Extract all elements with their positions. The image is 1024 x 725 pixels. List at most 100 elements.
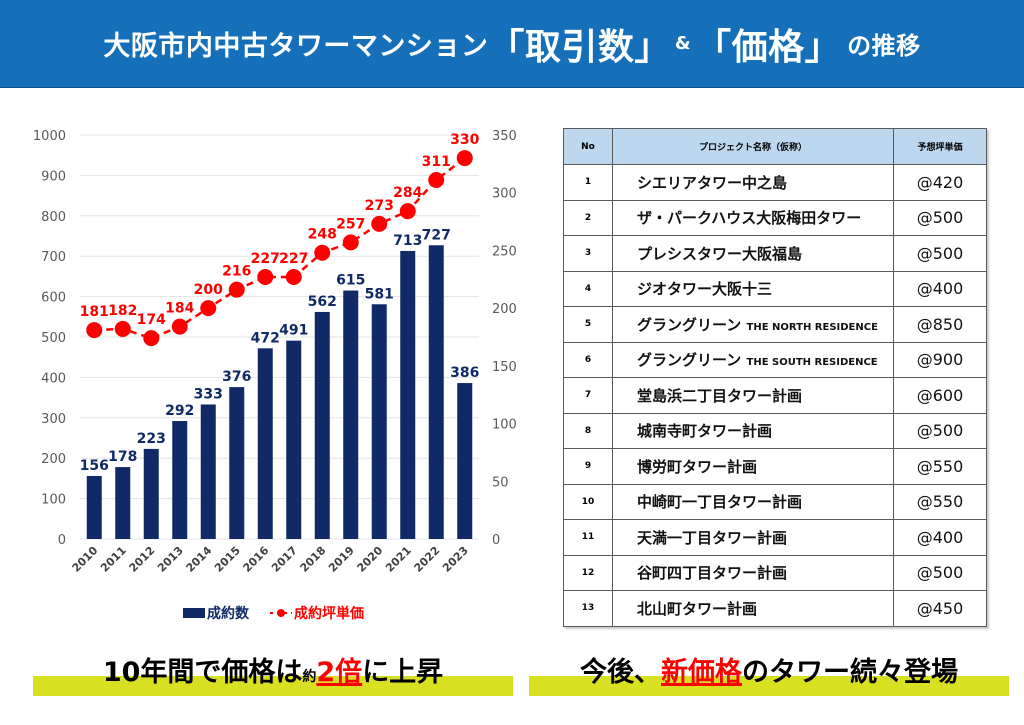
bar [286,340,302,539]
line-data-label: 273 [365,198,394,214]
bar [143,448,159,539]
row-expected-price: @900 [893,341,987,378]
line-point [171,318,188,335]
bar [86,475,102,539]
bar-data-label: 472 [251,330,280,346]
table-row: 3 プレシスタワー大阪福島 @500 [563,235,987,272]
project-name-ja: 城南寺町タワー計画 [637,422,773,441]
row-no: 3 [563,235,613,272]
project-name-ja: プレシスタワー大阪福島 [637,244,803,263]
bar-data-label: 713 [393,233,422,249]
project-name-ja: グラングリーン [637,315,742,334]
table-header-row: No プロジェクト名称（仮称） 予想坪単価 [563,128,987,165]
left-axis-tick-label: 400 [41,371,66,386]
project-name-ja: 中崎町一丁目タワー計画 [637,493,803,512]
left-axis-tick-label: 200 [41,452,66,467]
project-name-en: THE SOUTH RESIDENCE [746,357,878,369]
table-row: 13 北山町タワー計画 @450 [563,590,987,627]
bar [457,383,473,539]
x-axis-ticks: 2010201120122013201420152016201720182019… [70,544,471,575]
header-expected-price: 予想坪単価 [893,128,987,165]
row-no: 12 [563,554,613,591]
table-row: 7 堂島浜二丁目タワー計画 @600 [563,377,987,414]
caption-left-pre: 10年間で価格は [102,657,303,688]
bar-data-label: 581 [365,286,394,302]
caption-left-text: 10年間で価格は約2倍に上昇 [33,650,513,689]
project-name-ja: 天満一丁目タワー計画 [637,528,788,547]
line-point [314,244,331,261]
line-point [228,281,245,298]
left-axis-tick-label: 600 [41,291,66,306]
x-axis-tick-label: 2013 [155,544,186,575]
row-project-name: ザ・パークハウス大阪梅田タワー [612,199,894,236]
line-point [399,203,416,220]
right-axis-tick-label: 250 [492,244,517,259]
bar [428,245,444,540]
bar-data-label: 491 [279,323,308,339]
right-axis-tick-label: 50 [492,475,509,490]
combo-chart: 0 100 200 300 400 500 600 700 800 900 1000 0 50 100 1… [33,129,517,622]
project-name-ja: 堂島浜二丁目タワー計画 [637,386,803,405]
left-axis-tick-label: 500 [41,331,66,346]
title-part1: 大阪市内中古タワーマンション [103,31,489,62]
project-name-ja: 博労町タワー計画 [637,457,758,476]
line-point [86,322,103,339]
line-data-label: 257 [336,216,365,232]
row-no: 11 [563,519,613,556]
row-expected-price: @600 [893,377,987,414]
right-axis-tick-label: 350 [492,129,517,144]
table-row: 5 グラングリーン THE NORTH RESIDENCE @850 [563,306,987,343]
row-project-name: グラングリーン THE NORTH RESIDENCE [612,306,894,343]
row-no: 6 [563,341,613,378]
caption-right-highlight [529,676,1009,696]
row-project-name: シエリアタワー中之島 [612,164,894,201]
bar-data-label: 727 [422,227,451,243]
row-expected-price: @420 [893,164,987,201]
bar-data-label: 615 [336,273,365,289]
caption-left: 10年間で価格は約2倍に上昇 [33,648,513,696]
row-no: 9 [563,448,613,485]
bar-data-label: 223 [137,431,166,447]
legend-bar-swatch [183,608,205,618]
right-axis-tick-label: 100 [492,418,517,433]
caption-left-emphasis: 2倍 [316,657,363,688]
line-data-label: 200 [194,282,223,298]
row-project-name: 博労町タワー計画 [612,448,894,485]
header-project-name: プロジェクト名称（仮称） [612,128,894,165]
project-table: No プロジェクト名称（仮称） 予想坪単価 1 シエリアタワー中之島 @420 2 ザ・… [563,128,987,627]
x-axis-tick-label: 2017 [269,544,300,575]
table-row: 12 谷町四丁目タワー計画 @500 [563,554,987,591]
x-axis-tick-label: 2016 [241,544,272,575]
row-no: 13 [563,590,613,627]
table-row: 11 天満一丁目タワー計画 @400 [563,519,987,556]
legend-line-marker [277,609,285,617]
bar [400,250,416,539]
row-expected-price: @550 [893,483,987,520]
line-data-label: 181 [80,304,109,320]
bar-data-label: 562 [308,294,337,310]
title-part2: の推移 [847,32,921,60]
caption-right-pre: 今後、 [580,657,661,688]
line-point [371,215,388,232]
row-expected-price: @400 [893,519,987,556]
x-axis-tick-label: 2011 [98,544,129,575]
x-axis-tick-label: 2014 [184,544,215,575]
caption-left-post: に上昇 [362,657,444,688]
legend: 成約数 成約坪単価 [183,605,364,622]
table-row: 1 シエリアタワー中之島 @420 [563,164,987,201]
right-axis-tick-label: 0 [492,533,500,548]
project-name-en: THE NORTH RESIDENCE [746,321,878,333]
line-point [257,268,274,285]
caption-right-emphasis: 新価格 [661,657,742,688]
row-project-name: プレシスタワー大阪福島 [612,235,894,272]
bar-data-label: 178 [108,449,137,465]
header-no: No [563,128,613,165]
right-axis-tick-label: 150 [492,360,517,375]
bar-data-label: 386 [450,365,479,381]
project-name-ja: 北山町タワー計画 [637,599,758,618]
row-project-name: 北山町タワー計画 [612,590,894,627]
row-no: 1 [563,164,613,201]
left-axis-tick-label: 0 [58,533,66,548]
row-expected-price: @400 [893,270,987,307]
